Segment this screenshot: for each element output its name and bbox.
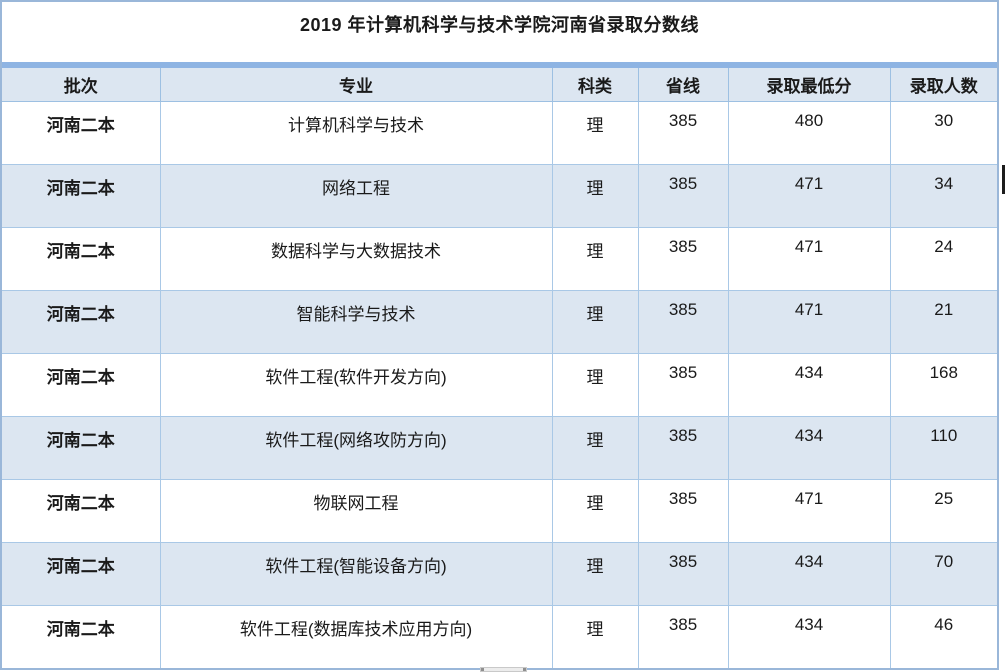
table-row: 河南二本 数据科学与大数据技术 理 385 471 24 bbox=[2, 226, 997, 291]
table-row: 河南二本 计算机科学与技术 理 385 480 30 bbox=[2, 100, 997, 165]
cell-batch: 河南二本 bbox=[2, 100, 161, 165]
cell-category: 理 bbox=[551, 226, 639, 291]
cell-province-line: 385 bbox=[637, 541, 729, 606]
column-header-province-line: 省线 bbox=[637, 68, 729, 102]
cell-batch: 河南二本 bbox=[2, 289, 161, 354]
cell-major: 软件工程(软件开发方向) bbox=[159, 352, 553, 417]
cell-admit-count: 24 bbox=[889, 226, 997, 291]
horizontal-scrollbar-right-cap bbox=[523, 668, 526, 671]
cell-major: 物联网工程 bbox=[159, 478, 553, 543]
vertical-scrollbar-thumb[interactable] bbox=[1002, 165, 1005, 194]
cell-min-score: 471 bbox=[727, 226, 891, 291]
cell-major: 数据科学与大数据技术 bbox=[159, 226, 553, 291]
cell-min-score: 434 bbox=[727, 352, 891, 417]
cell-category: 理 bbox=[551, 478, 639, 543]
cell-admit-count: 21 bbox=[889, 289, 997, 354]
table-header-row: 批次 专业 科类 省线 录取最低分 录取人数 bbox=[2, 68, 997, 102]
cell-province-line: 385 bbox=[637, 415, 729, 480]
cell-category: 理 bbox=[551, 415, 639, 480]
column-header-admit-count: 录取人数 bbox=[889, 68, 997, 102]
admission-score-table: 批次 专业 科类 省线 录取最低分 录取人数 河南二本 计算机科学与技术 理 3… bbox=[2, 68, 997, 668]
cell-province-line: 385 bbox=[637, 352, 729, 417]
cell-admit-count: 46 bbox=[889, 604, 997, 668]
table-row: 河南二本 软件工程(网络攻防方向) 理 385 434 110 bbox=[2, 415, 997, 480]
table-row: 河南二本 软件工程(数据库技术应用方向) 理 385 434 46 bbox=[2, 604, 997, 668]
column-header-major: 专业 bbox=[159, 68, 553, 102]
cell-major: 软件工程(数据库技术应用方向) bbox=[159, 604, 553, 668]
column-header-category: 科类 bbox=[551, 68, 639, 102]
table-row: 河南二本 软件工程(智能设备方向) 理 385 434 70 bbox=[2, 541, 997, 606]
cell-batch: 河南二本 bbox=[2, 163, 161, 228]
cell-province-line: 385 bbox=[637, 289, 729, 354]
cell-batch: 河南二本 bbox=[2, 541, 161, 606]
cell-category: 理 bbox=[551, 352, 639, 417]
cell-province-line: 385 bbox=[637, 226, 729, 291]
cell-major: 计算机科学与技术 bbox=[159, 100, 553, 165]
page-title: 2019 年计算机科学与技术学院河南省录取分数线 bbox=[299, 15, 700, 35]
cell-major: 软件工程(网络攻防方向) bbox=[159, 415, 553, 480]
cell-min-score: 434 bbox=[727, 415, 891, 480]
cell-batch: 河南二本 bbox=[2, 604, 161, 668]
table-row: 河南二本 物联网工程 理 385 471 25 bbox=[2, 478, 997, 543]
cell-category: 理 bbox=[551, 163, 639, 228]
table-row: 河南二本 网络工程 理 385 471 34 bbox=[2, 163, 997, 228]
horizontal-scrollbar-left-cap bbox=[481, 668, 484, 671]
cell-min-score: 480 bbox=[727, 100, 891, 165]
cell-min-score: 434 bbox=[727, 541, 891, 606]
horizontal-scrollbar[interactable] bbox=[480, 667, 527, 672]
cell-admit-count: 30 bbox=[889, 100, 997, 165]
cell-admit-count: 110 bbox=[889, 415, 997, 480]
table-row: 河南二本 软件工程(软件开发方向) 理 385 434 168 bbox=[2, 352, 997, 417]
cell-batch: 河南二本 bbox=[2, 415, 161, 480]
cell-category: 理 bbox=[551, 541, 639, 606]
cell-province-line: 385 bbox=[637, 163, 729, 228]
title-block: 2019 年计算机科学与技术学院河南省录取分数线 bbox=[2, 2, 997, 62]
cell-min-score: 434 bbox=[727, 604, 891, 668]
cell-major: 智能科学与技术 bbox=[159, 289, 553, 354]
cell-province-line: 385 bbox=[637, 478, 729, 543]
cell-min-score: 471 bbox=[727, 478, 891, 543]
table-row: 河南二本 智能科学与技术 理 385 471 21 bbox=[2, 289, 997, 354]
cell-min-score: 471 bbox=[727, 163, 891, 228]
cell-batch: 河南二本 bbox=[2, 478, 161, 543]
cell-category: 理 bbox=[551, 604, 639, 668]
cell-province-line: 385 bbox=[637, 100, 729, 165]
cell-category: 理 bbox=[551, 100, 639, 165]
cell-admit-count: 70 bbox=[889, 541, 997, 606]
cell-batch: 河南二本 bbox=[2, 352, 161, 417]
cell-min-score: 471 bbox=[727, 289, 891, 354]
cell-admit-count: 34 bbox=[889, 163, 997, 228]
cell-admit-count: 168 bbox=[889, 352, 997, 417]
cell-batch: 河南二本 bbox=[2, 226, 161, 291]
header-top-band bbox=[2, 62, 997, 68]
column-header-batch: 批次 bbox=[2, 68, 161, 102]
cell-major: 软件工程(智能设备方向) bbox=[159, 541, 553, 606]
cell-province-line: 385 bbox=[637, 604, 729, 668]
cell-category: 理 bbox=[551, 289, 639, 354]
cell-major: 网络工程 bbox=[159, 163, 553, 228]
column-header-min-score: 录取最低分 bbox=[727, 68, 891, 102]
cell-admit-count: 25 bbox=[889, 478, 997, 543]
